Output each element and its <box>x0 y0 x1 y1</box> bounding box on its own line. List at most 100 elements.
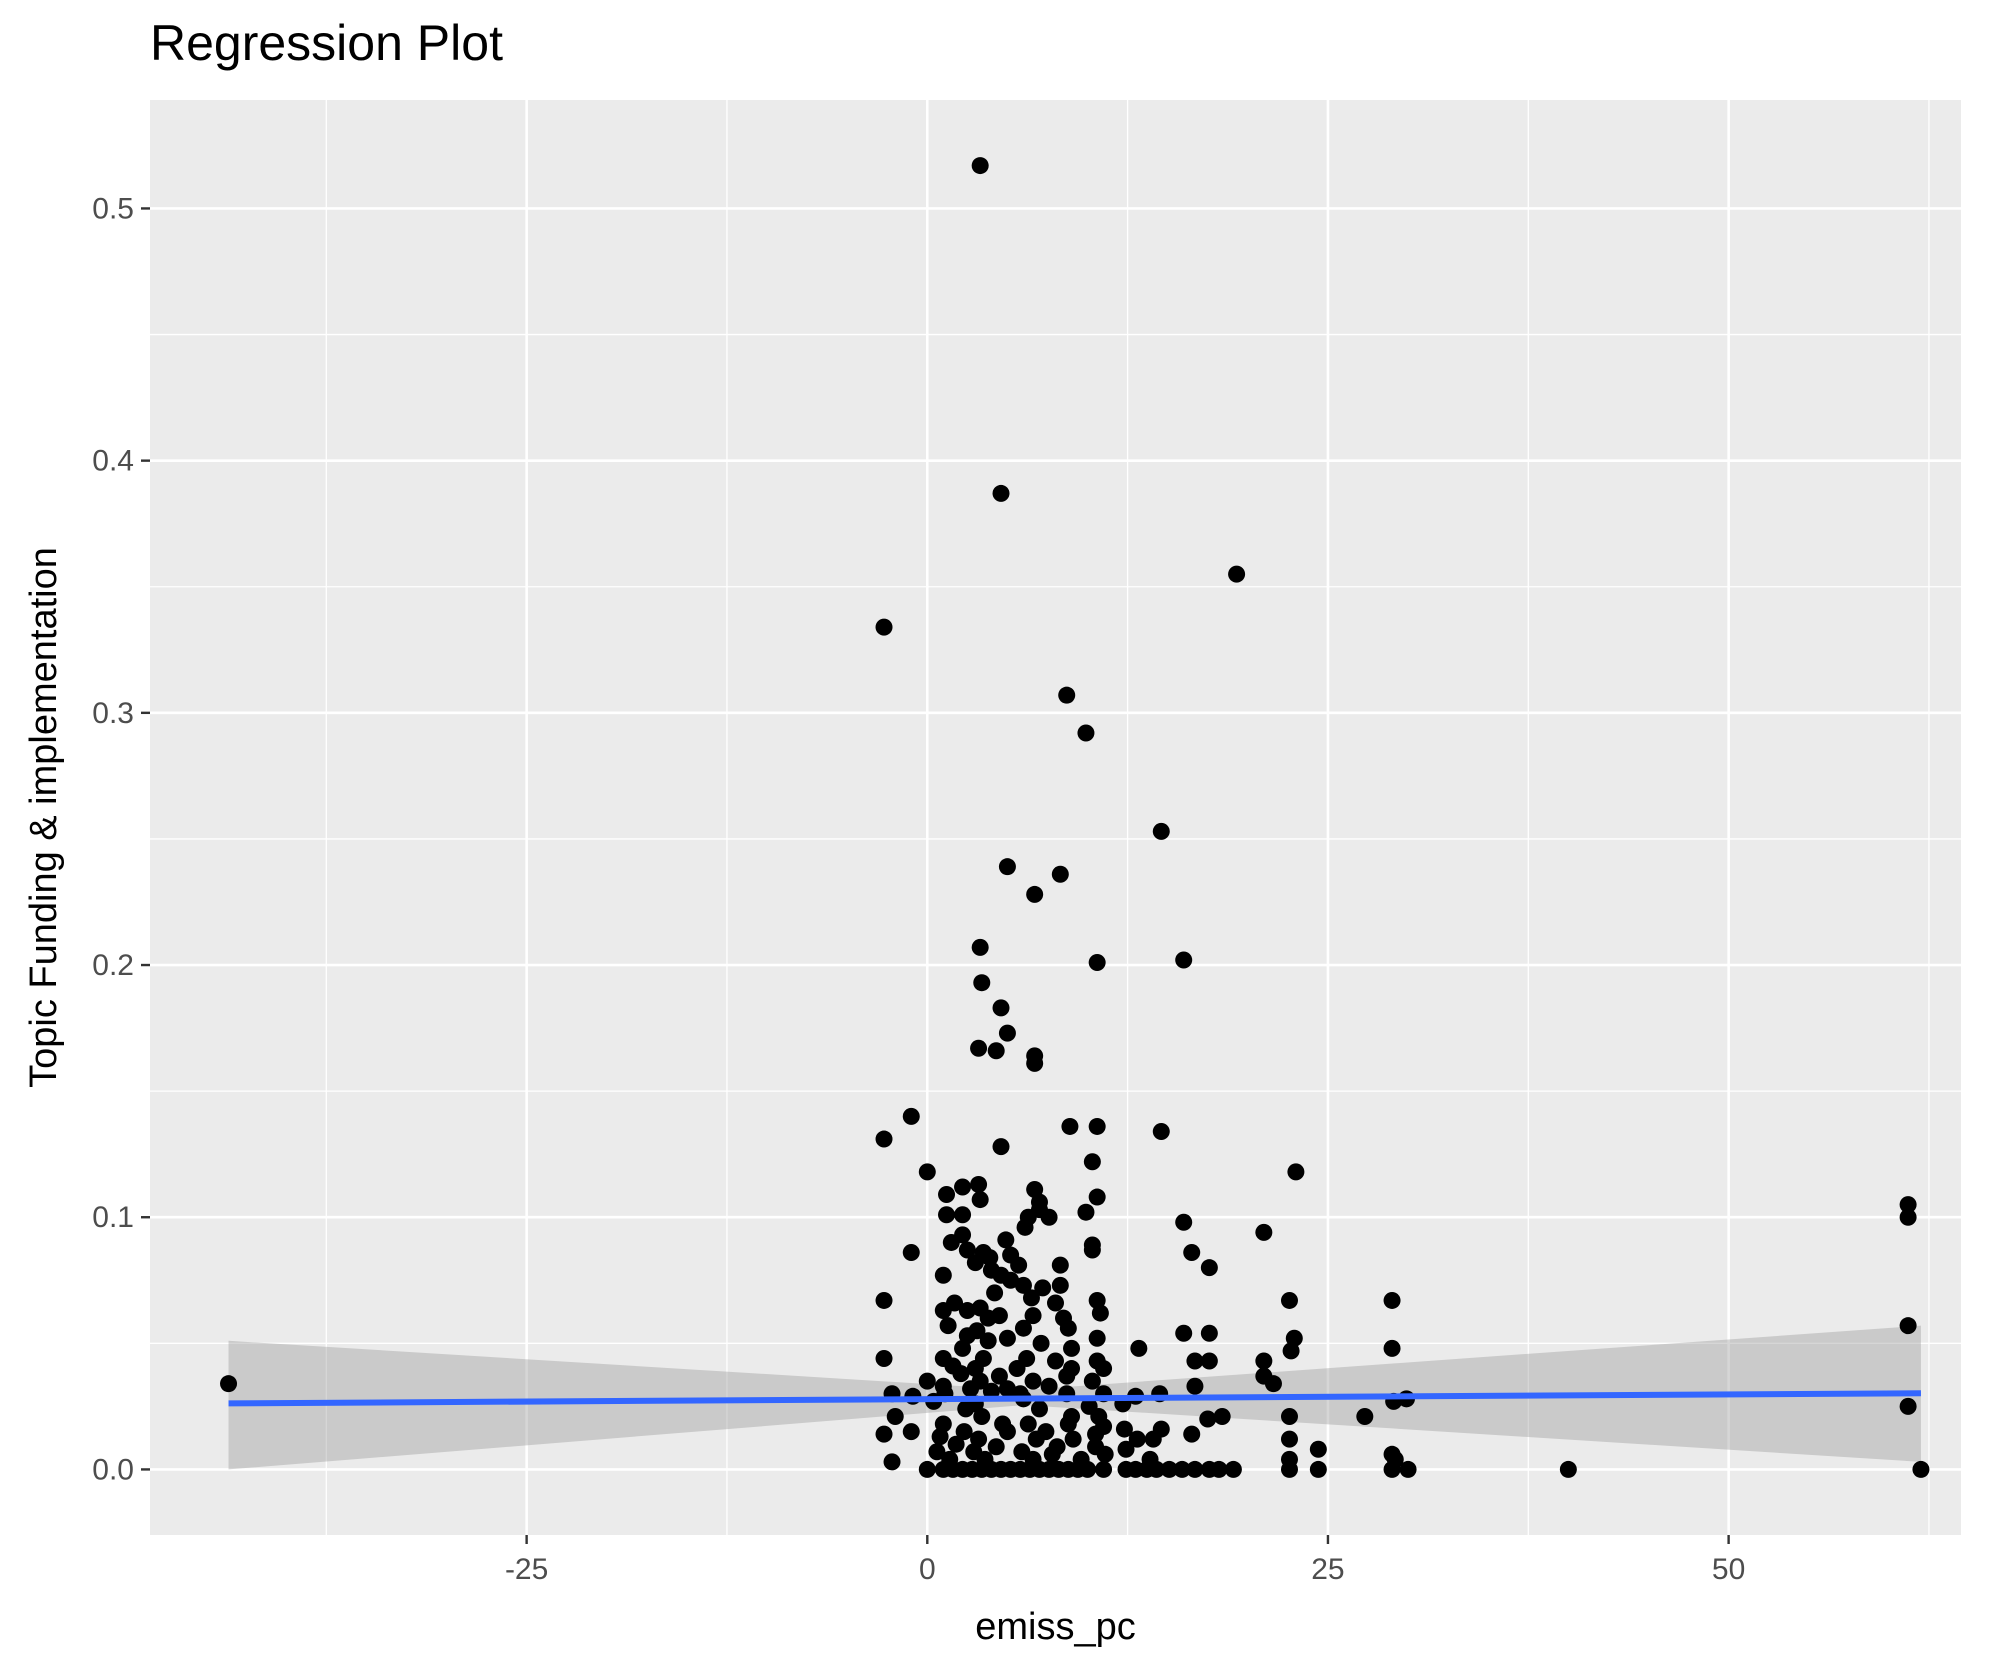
data-point <box>931 1428 949 1446</box>
data-point <box>875 1291 893 1309</box>
data-point <box>998 1423 1016 1441</box>
data-point <box>1175 1324 1193 1342</box>
data-point <box>954 1178 972 1196</box>
data-point <box>1040 1208 1058 1226</box>
y-tick-label: 0.5 <box>92 192 134 225</box>
data-point <box>1152 1122 1170 1140</box>
data-point <box>1199 1410 1217 1428</box>
data-point <box>1255 1223 1273 1241</box>
data-point <box>1079 1460 1097 1478</box>
data-point <box>997 1231 1015 1249</box>
data-point <box>1175 951 1193 969</box>
data-point <box>954 1339 972 1357</box>
data-point <box>1115 1420 1133 1438</box>
data-point <box>1002 1271 1020 1289</box>
data-point <box>902 1423 920 1441</box>
data-point <box>992 1138 1010 1156</box>
x-tick-label: 25 <box>1311 1553 1344 1586</box>
data-point <box>987 1438 1005 1456</box>
y-axis-title: Topic Funding & implementation <box>23 547 65 1088</box>
data-point <box>1173 1460 1191 1478</box>
data-point <box>1282 1342 1300 1360</box>
data-point <box>918 1163 936 1181</box>
data-point <box>1051 1276 1069 1294</box>
data-point <box>970 1039 988 1057</box>
data-point <box>1383 1460 1401 1478</box>
data-point <box>1383 1339 1401 1357</box>
regression-line <box>228 1390 1921 1407</box>
data-point <box>938 1206 956 1224</box>
data-point <box>1128 1430 1146 1448</box>
data-point <box>1088 1329 1106 1347</box>
data-point <box>986 1284 1004 1302</box>
data-point <box>971 157 989 175</box>
data-point <box>966 1254 984 1272</box>
data-point <box>973 1407 991 1425</box>
data-point <box>1040 1377 1058 1395</box>
data-point <box>1160 1460 1178 1478</box>
data-point <box>1912 1460 1930 1478</box>
data-point <box>1010 1256 1028 1274</box>
grid-minor <box>150 100 1961 1535</box>
data-point <box>939 1317 957 1335</box>
y-tick-label: 0.1 <box>92 1201 134 1234</box>
data-point <box>1117 1440 1135 1458</box>
data-point <box>1088 954 1106 972</box>
data-point <box>1022 1289 1040 1307</box>
x-tick-label: -25 <box>505 1553 548 1586</box>
data-point <box>1383 1291 1401 1309</box>
data-point <box>1064 1430 1082 1448</box>
data-point <box>1200 1324 1218 1342</box>
data-point <box>1088 1188 1106 1206</box>
data-point <box>1027 1430 1045 1448</box>
data-point <box>902 1244 920 1262</box>
data-point <box>1280 1291 1298 1309</box>
data-point <box>934 1302 952 1320</box>
data-point <box>1200 1352 1218 1370</box>
data-point <box>1014 1276 1032 1294</box>
data-point <box>952 1365 970 1383</box>
data-point <box>875 1349 893 1367</box>
data-point <box>1061 1117 1079 1135</box>
data-point <box>902 1107 920 1125</box>
data-point <box>1899 1317 1917 1335</box>
data-point <box>1058 1367 1076 1385</box>
data-point <box>1152 822 1170 840</box>
data-point <box>1147 1460 1165 1478</box>
data-point <box>1280 1407 1298 1425</box>
data-point <box>1059 1319 1077 1337</box>
data-point <box>1030 1400 1048 1418</box>
data-point <box>979 1309 997 1327</box>
data-point <box>1175 1213 1193 1231</box>
data-point <box>1210 1460 1228 1478</box>
data-point <box>1186 1377 1204 1395</box>
data-point <box>1200 1259 1218 1277</box>
data-point <box>928 1443 946 1461</box>
data-point <box>1026 1054 1044 1072</box>
data-point <box>1051 865 1069 883</box>
data-point <box>875 1425 893 1443</box>
data-point <box>1016 1218 1034 1236</box>
x-tick-label: 50 <box>1712 1553 1745 1586</box>
data-point <box>1088 1117 1106 1135</box>
data-point <box>982 1382 1000 1400</box>
x-axis: -25 0 25 50 <box>505 1535 1745 1586</box>
data-point <box>998 1329 1016 1347</box>
data-point <box>1095 1460 1113 1478</box>
data-point <box>918 1372 936 1390</box>
data-point <box>1186 1460 1204 1478</box>
data-point <box>1130 1339 1148 1357</box>
data-point <box>954 1226 972 1244</box>
data-point <box>220 1375 238 1393</box>
data-point <box>918 1460 936 1478</box>
data-point <box>1034 1279 1052 1297</box>
data-point <box>883 1453 901 1471</box>
data-point <box>1899 1208 1917 1226</box>
data-point <box>1077 724 1095 742</box>
data-point <box>1024 1372 1042 1390</box>
data-point <box>1559 1460 1577 1478</box>
data-point <box>1059 1415 1077 1433</box>
data-point <box>992 999 1010 1017</box>
y-tick-label: 0.3 <box>92 697 134 730</box>
